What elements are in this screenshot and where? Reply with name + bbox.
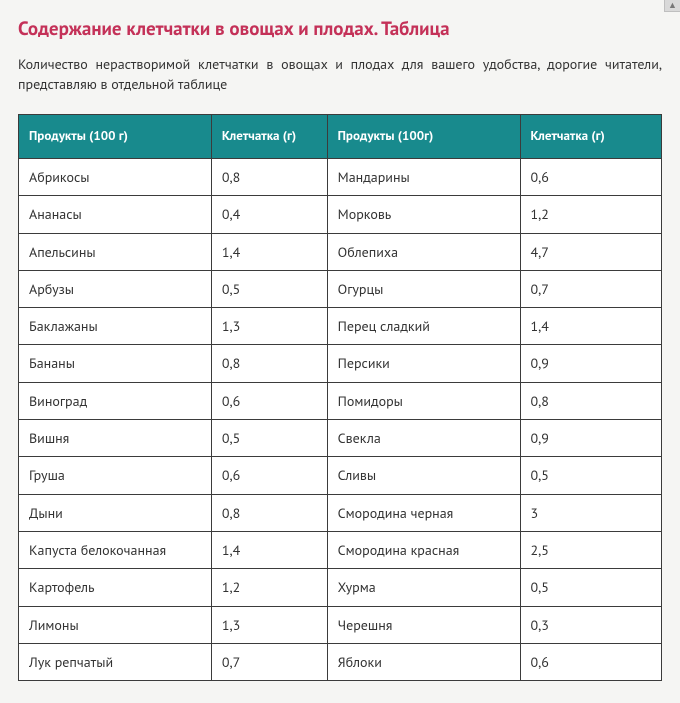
cell-product-left: Картофель [19,569,212,606]
cell-product-right: Хурма [327,569,520,606]
cell-fiber-right: 0,5 [520,457,661,494]
cell-product-right: Сливы [327,457,520,494]
cell-fiber-left: 0,8 [211,494,327,531]
table-row: Капуста белокочанная1,4Смородина красная… [19,531,662,568]
cell-fiber-left: 1,4 [211,233,327,270]
cell-fiber-right: 0,6 [520,643,661,680]
cell-fiber-right: 0,8 [520,382,661,419]
cell-fiber-left: 0,5 [211,270,327,307]
cell-product-right: Яблоки [327,643,520,680]
table-row: Виноград0,6Помидоры0,8 [19,382,662,419]
cell-fiber-left: 1,4 [211,531,327,568]
cell-product-left: Дыни [19,494,212,531]
cell-product-right: Свекла [327,420,520,457]
table-row: Вишня0,5Свекла0,9 [19,420,662,457]
table-row: Картофель1,2Хурма0,5 [19,569,662,606]
cell-fiber-right: 2,5 [520,531,661,568]
cell-product-right: Помидоры [327,382,520,419]
cell-product-right: Смородина красная [327,531,520,568]
cell-product-left: Ананасы [19,196,212,233]
table-row: Лимоны1,3Черешня0,3 [19,606,662,643]
col-header-products-left: Продукты (100 г) [19,115,212,159]
cell-product-left: Арбузы [19,270,212,307]
cell-product-right: Персики [327,345,520,382]
scroll-up-hint[interactable]: ▲ [664,0,680,12]
table-row: Арбузы0,5Огурцы0,7 [19,270,662,307]
col-header-products-right: Продукты (100г) [327,115,520,159]
cell-product-left: Лук репчатый [19,643,212,680]
col-header-fiber-right: Клетчатка (г) [520,115,661,159]
cell-fiber-right: 0,5 [520,569,661,606]
cell-product-right: Огурцы [327,270,520,307]
cell-fiber-left: 0,6 [211,382,327,419]
cell-product-left: Баклажаны [19,308,212,345]
cell-fiber-right: 1,4 [520,308,661,345]
cell-product-left: Капуста белокочанная [19,531,212,568]
cell-product-right: Морковь [327,196,520,233]
col-header-fiber-left: Клетчатка (г) [211,115,327,159]
cell-product-left: Апельсины [19,233,212,270]
cell-product-left: Лимоны [19,606,212,643]
cell-fiber-left: 0,4 [211,196,327,233]
cell-fiber-left: 1,3 [211,308,327,345]
table-row: Бананы0,8Персики0,9 [19,345,662,382]
cell-fiber-right: 0,6 [520,158,661,195]
table-row: Дыни0,8Смородина черная3 [19,494,662,531]
cell-product-right: Облепиха [327,233,520,270]
cell-product-left: Груша [19,457,212,494]
cell-product-left: Вишня [19,420,212,457]
cell-fiber-right: 3 [520,494,661,531]
cell-fiber-left: 0,5 [211,420,327,457]
cell-product-right: Смородина черная [327,494,520,531]
cell-fiber-right: 4,7 [520,233,661,270]
cell-fiber-left: 0,8 [211,158,327,195]
page-title: Содержание клетчатки в овощах и плодах. … [18,16,662,44]
cell-product-left: Абрикосы [19,158,212,195]
cell-product-right: Перец сладкий [327,308,520,345]
cell-product-right: Черешня [327,606,520,643]
table-row: Абрикосы0,8Мандарины0,6 [19,158,662,195]
table-header-row: Продукты (100 г) Клетчатка (г) Продукты … [19,115,662,159]
cell-fiber-right: 0,3 [520,606,661,643]
table-row: Апельсины1,4Облепиха4,7 [19,233,662,270]
cell-fiber-left: 0,8 [211,345,327,382]
table-row: Баклажаны1,3Перец сладкий1,4 [19,308,662,345]
table-row: Лук репчатый0,7Яблоки0,6 [19,643,662,680]
cell-fiber-right: 1,2 [520,196,661,233]
cell-product-left: Виноград [19,382,212,419]
cell-fiber-right: 0,9 [520,420,661,457]
cell-product-left: Бананы [19,345,212,382]
cell-fiber-left: 1,3 [211,606,327,643]
cell-fiber-left: 0,7 [211,643,327,680]
intro-paragraph: Количество нерастворимой клетчатки в ово… [18,54,662,95]
table-row: Груша0,6Сливы0,5 [19,457,662,494]
cell-fiber-right: 0,9 [520,345,661,382]
cell-fiber-left: 1,2 [211,569,327,606]
cell-fiber-left: 0,6 [211,457,327,494]
cell-fiber-right: 0,7 [520,270,661,307]
table-row: Ананасы0,4Морковь1,2 [19,196,662,233]
fiber-table: Продукты (100 г) Клетчатка (г) Продукты … [18,114,662,681]
cell-product-right: Мандарины [327,158,520,195]
